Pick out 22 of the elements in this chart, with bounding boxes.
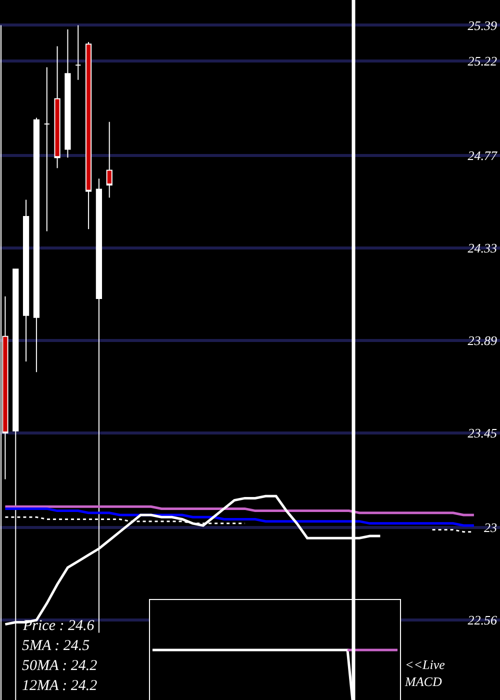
line-series (4, 507, 476, 527)
annotation: 12MA : 24.2 (22, 678, 98, 694)
candlestick (44, 66, 50, 232)
annotation: <<Live MACD (404, 657, 446, 689)
candlestick (75, 24, 82, 80)
y-tick-label: 23.45 (468, 426, 498, 441)
candlestick (54, 46, 60, 169)
candlestick (106, 121, 112, 198)
annotation: 50MA : 24.2 (22, 658, 98, 674)
candlestick (64, 28, 71, 158)
y-tick-label: 25.39 (468, 18, 498, 33)
y-tick-label: 24.33 (468, 240, 498, 256)
y-tick-label: 25.22 (468, 54, 498, 69)
candlestick (33, 117, 40, 373)
candlestick (85, 42, 92, 230)
line-series (4, 505, 476, 516)
annotation: 5MA : 24.5 (22, 638, 90, 654)
y-tick-label: 24.77 (468, 148, 498, 164)
y-tick-label: 23 (484, 520, 498, 536)
y-tick-label: 23.89 (468, 333, 498, 348)
candlestick (22, 199, 30, 362)
y-tick-label: 22.56 (468, 612, 498, 628)
